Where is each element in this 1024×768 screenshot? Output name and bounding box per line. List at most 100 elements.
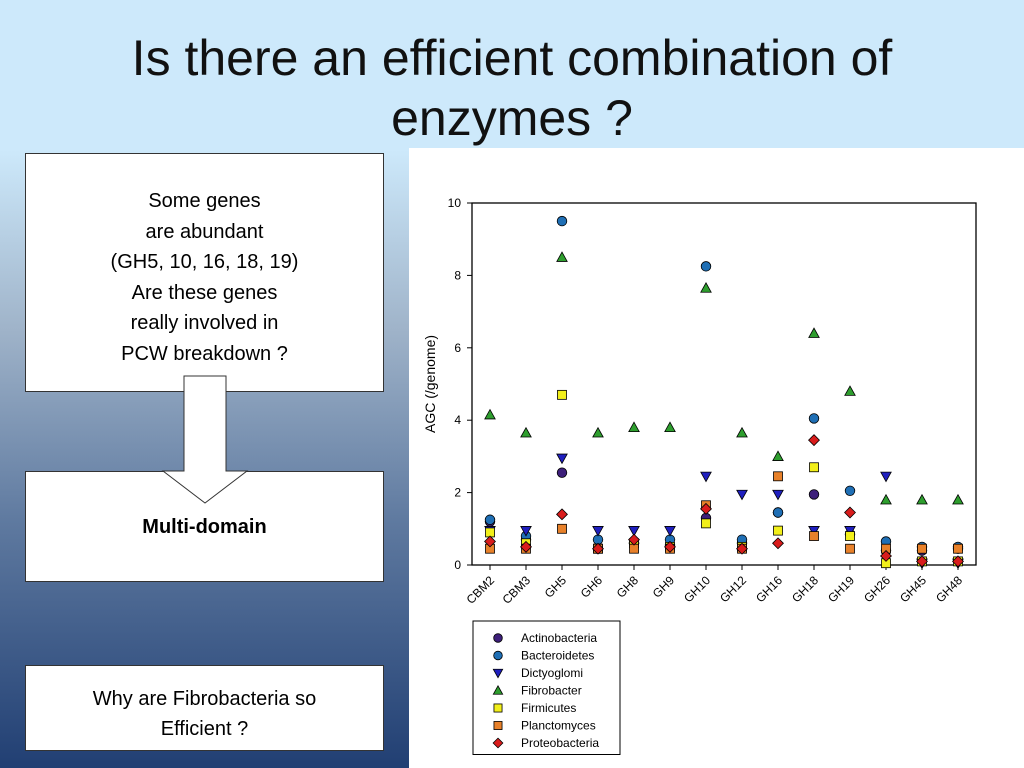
data-point [701, 518, 711, 529]
plot-frame [471, 202, 977, 566]
x-tick-label: GH26 [861, 573, 893, 605]
data-point [520, 426, 532, 438]
data-point [700, 502, 712, 515]
data-point [808, 413, 820, 424]
data-point [916, 493, 928, 505]
data-point [844, 485, 856, 496]
data-point [772, 537, 784, 550]
data-point [808, 489, 820, 500]
data-point [557, 389, 567, 400]
x-tick-label: GH10 [681, 573, 713, 605]
box-top-line: Are these genes [131, 281, 278, 304]
legend-label: Proteobacteria [521, 736, 599, 750]
y-tick-label: 10 [448, 196, 462, 210]
x-tick-label: GH45 [897, 573, 929, 605]
data-point [880, 493, 892, 505]
data-point [556, 467, 568, 478]
down-arrow-icon [161, 375, 249, 504]
data-point [880, 549, 892, 562]
data-point [809, 462, 819, 473]
data-point [484, 408, 496, 420]
data-point [592, 526, 604, 537]
data-point [916, 555, 928, 568]
x-tick-label: CBM2 [464, 573, 498, 607]
fibrobacteria-question-box: Why are Fibrobacteria so Efficient ? [25, 665, 384, 751]
chart-axes: 0 2 4 6 8 10 AGC (/genome) CBM2 CBM3 GH5 GH6 GH8 GH9… [422, 196, 977, 607]
slide-title-line1: Is there an efficient combination of [131, 30, 893, 86]
x-tick-label: GH12 [717, 573, 749, 605]
y-tick-label: 6 [454, 341, 461, 355]
data-point [628, 421, 640, 433]
x-tick-label: CBM3 [500, 573, 534, 607]
box-top-line: Some genes [148, 190, 261, 212]
data-point [700, 282, 712, 293]
x-tick-label: GH8 [614, 573, 642, 601]
scatter-chart: 0 2 4 6 8 10 AGC (/genome) CBM2 CBM3 GH5 GH6 GH8 GH9… [422, 196, 977, 755]
box-top-line: are abundant [145, 220, 264, 243]
data-point [484, 514, 496, 525]
data-point [592, 426, 604, 438]
data-point [844, 506, 856, 519]
y-tick-label: 4 [454, 413, 461, 427]
data-point [628, 533, 640, 546]
data-point [556, 453, 568, 465]
legend-marker [492, 668, 504, 679]
legend-marker [493, 721, 503, 730]
slide-title-line2: enzymes ? [391, 90, 633, 146]
y-tick-label: 2 [454, 486, 461, 500]
legend-marker [493, 703, 503, 713]
data-point [557, 523, 567, 534]
x-tick-label: GH48 [933, 573, 965, 605]
multi-domain-label: Multi-domain [142, 516, 267, 538]
legend-label: Firmicutes [521, 701, 576, 715]
data-point [592, 542, 604, 555]
legend-label: Actinobacteria [521, 631, 597, 645]
data-point [809, 531, 819, 541]
box-top-line: really involved in [130, 312, 279, 334]
y-axis-label: AGC (/genome) [422, 335, 438, 433]
x-tick-label: GH9 [650, 573, 678, 601]
data-point [880, 471, 892, 483]
data-point [845, 531, 855, 541]
data-point [845, 543, 855, 554]
box-bottom-line: Efficient ? [160, 718, 249, 740]
data-point [808, 434, 820, 447]
box-top-line: PCW breakdown ? [121, 342, 288, 365]
data-point [808, 327, 820, 338]
data-point [664, 421, 676, 433]
data-point [736, 426, 748, 438]
data-point [844, 385, 856, 396]
data-point [664, 526, 676, 537]
data-point [556, 251, 568, 262]
legend-label: Planctomyces [521, 719, 596, 733]
data-point [628, 526, 640, 537]
data-point [772, 489, 784, 501]
y-tick-label: 8 [454, 268, 461, 282]
y-tick-label: 0 [454, 558, 461, 572]
data-point [773, 471, 783, 482]
x-tick-label: GH5 [542, 573, 570, 601]
data-point [664, 540, 676, 553]
data-point [773, 525, 783, 536]
chart-marks [484, 215, 964, 570]
x-tick-label: GH18 [789, 573, 821, 605]
legend-marker [493, 633, 503, 643]
box-top-line: (GH5, 10, 16, 18, 19) [110, 251, 299, 273]
data-point [736, 542, 748, 555]
data-point [520, 540, 532, 553]
data-point [700, 261, 712, 272]
box-bottom-line: Why are Fibrobacteria so [92, 688, 317, 710]
data-point [736, 489, 748, 501]
data-point [917, 543, 927, 554]
legend-label: Fibrobacter [521, 684, 582, 698]
data-point [700, 471, 712, 483]
x-tick-label: GH19 [825, 573, 857, 605]
data-point [953, 543, 963, 554]
data-point [484, 535, 496, 548]
legend-label: Bacteroidetes [521, 649, 594, 663]
data-point [520, 526, 532, 537]
data-point [772, 450, 784, 461]
data-point [952, 493, 964, 505]
data-point [772, 507, 784, 518]
x-tick-label: GH6 [578, 573, 606, 601]
